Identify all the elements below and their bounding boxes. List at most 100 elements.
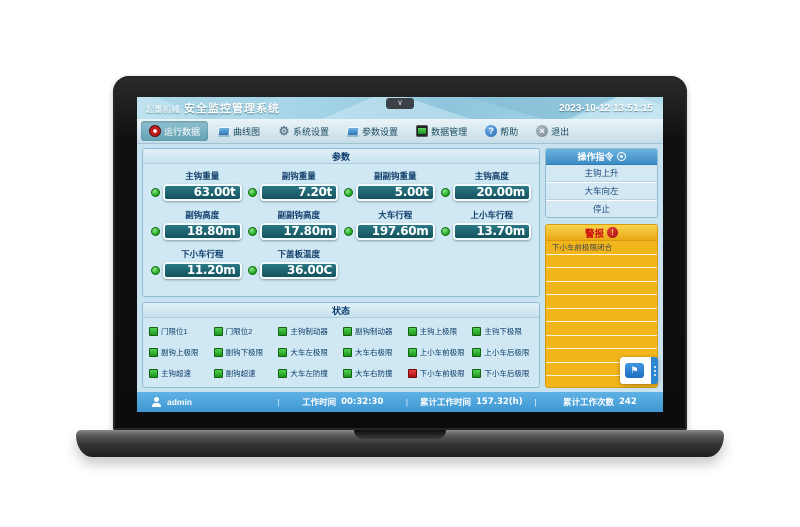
command-button[interactable]: 主钩上升: [546, 165, 657, 182]
alarm-icon: !: [607, 227, 618, 238]
laptop-notch: [354, 430, 446, 439]
param-label: 下盖板温度: [277, 249, 320, 259]
commands-panel-header: 操作指令: [546, 149, 657, 165]
param-cell: 主钩高度 20.00m: [440, 170, 531, 201]
data-icon: [416, 125, 429, 137]
status-label: 上小车前极限: [419, 347, 465, 357]
menu-item-exit[interactable]: 退出: [528, 121, 577, 141]
alarm-panel-title: 警报: [584, 228, 604, 240]
param-label: 大车行程: [378, 210, 413, 220]
menu-item-label: 系统设置: [293, 126, 330, 137]
status-label: 大车右极限: [355, 347, 393, 357]
param-value: 20.00m: [452, 184, 531, 201]
status-label: 门限位1: [161, 326, 188, 336]
alarm-row-empty: [546, 336, 657, 349]
param-label: 下小车行程: [180, 249, 224, 259]
param-cell: 上小车行程 13.70m: [440, 209, 531, 240]
page-title: 安全监控管理系统: [184, 103, 280, 115]
statusbar-user: admin: [137, 397, 277, 407]
status-label: 大车左极限: [290, 347, 328, 357]
popup-handle-dots-icon[interactable]: [651, 357, 658, 384]
menu-item-label: 运行数据: [164, 126, 201, 137]
param-value: 18.80m: [163, 223, 242, 240]
param-row: 197.60m: [344, 223, 435, 240]
statusbar-total-time: 累计工作时间 157.32(h): [408, 396, 534, 408]
status-item: 副钩超速: [213, 368, 275, 379]
status-item: 上小车前极限: [407, 347, 469, 358]
green-led-icon: [149, 369, 158, 379]
app-title: 起重机械 安全监控管理系统: [137, 100, 280, 116]
menu-bar: 运行数据 曲线图 系统设置 参数设置 数据管理 帮助 退出: [137, 119, 663, 144]
green-led-icon: [278, 369, 288, 379]
command-icon: [616, 152, 626, 161]
green-led-icon: [472, 347, 482, 357]
param-row: 13.70m: [440, 223, 531, 240]
titlebar-decor-polygon: [567, 97, 663, 119]
param-value: 5.00t: [356, 184, 435, 201]
alarm-entry[interactable]: 下小车前极限闭合: [546, 241, 657, 255]
green-led-icon: [151, 266, 160, 275]
menu-item-record[interactable]: 运行数据: [141, 121, 209, 141]
green-led-icon: [151, 227, 160, 236]
alarm-panel-header: 警报 !: [546, 225, 657, 241]
parameters-panel: 参数 主钩重量 63.00t 副钩重量 7.20t 副副钩重量 5.00t 主钩高度 20.0…: [142, 148, 540, 297]
alarm-row-empty: [546, 282, 657, 295]
left-column: 参数 主钩重量 63.00t 副钩重量 7.20t 副副钩重量 5.00t 主钩高度 20.0…: [142, 148, 540, 388]
param-value: 11.20m: [163, 262, 242, 279]
parameters-grid: 主钩重量 63.00t 副钩重量 7.20t 副副钩重量 5.00t 主钩高度 20.00m 副…: [143, 164, 539, 296]
red-led-icon: [407, 369, 417, 379]
green-led-icon: [247, 188, 257, 197]
param-value: 36.00C: [259, 262, 338, 279]
param-row: 18.80m: [151, 223, 242, 240]
command-button[interactable]: 大车向左: [546, 182, 657, 200]
green-led-icon: [247, 266, 257, 275]
alarm-row-empty: [546, 309, 657, 322]
titlebar-collapse-button[interactable]: ∨: [386, 98, 414, 109]
status-item: 门限位2: [213, 326, 275, 337]
menu-item-params[interactable]: 参数设置: [339, 121, 406, 141]
floating-tool-button[interactable]: ⚑: [620, 357, 658, 384]
param-label: 副钩高度: [185, 210, 220, 220]
menu-item-help[interactable]: 帮助: [477, 121, 526, 141]
param-cell: 副副钩高度 17.80m: [247, 209, 338, 240]
menu-item-gear[interactable]: 系统设置: [270, 121, 337, 141]
green-led-icon: [213, 347, 223, 357]
status-label: 主钩超速: [161, 369, 191, 379]
menu-item-chart[interactable]: 曲线图: [210, 121, 268, 141]
commands-list: 主钩上升 大车向左 停止: [546, 165, 657, 217]
help-icon: [485, 125, 498, 137]
titlebar-decor-polygon: [157, 97, 277, 119]
chart-icon: [218, 125, 231, 137]
green-led-icon: [151, 188, 160, 197]
param-value: 7.20t: [259, 184, 338, 201]
param-label: 副副钩重量: [373, 171, 417, 181]
green-led-icon: [472, 369, 482, 379]
status-item: 上小车后极限: [472, 347, 533, 358]
param-label: 上小车行程: [470, 210, 513, 220]
green-led-icon: [472, 326, 482, 336]
param-row: 17.80m: [247, 223, 338, 240]
alarm-row-empty: [546, 363, 657, 376]
status-item: 大车左防撞: [278, 368, 339, 379]
green-led-icon: [149, 326, 158, 336]
param-label: 副钩重量: [281, 171, 316, 181]
green-led-icon: [344, 227, 353, 236]
status-label: 副钩上极限: [161, 347, 199, 357]
menu-item-label: 帮助: [500, 126, 519, 137]
menu-item-data[interactable]: 数据管理: [408, 121, 475, 141]
green-led-icon: [213, 369, 223, 379]
green-led-icon: [247, 227, 257, 236]
param-label: 副副钩高度: [277, 210, 320, 220]
green-led-icon: [278, 347, 288, 357]
param-row: 36.00C: [247, 262, 338, 279]
gear-icon: [278, 125, 290, 137]
right-column: 操作指令 主钩上升 大车向左 停止 警报 ! 下小车前极限闭合 ⚑: [545, 148, 658, 388]
green-led-icon: [407, 347, 417, 357]
commands-panel-title: 操作指令: [577, 152, 614, 162]
command-button[interactable]: 停止: [546, 200, 657, 217]
status-item: 主钩超速: [149, 368, 210, 379]
param-cell: 大车行程 197.60m: [344, 209, 435, 240]
statusbar-separator: |: [405, 397, 409, 407]
menu-item-label: 曲线图: [233, 126, 261, 137]
status-item: 副钩下极限: [213, 347, 275, 358]
